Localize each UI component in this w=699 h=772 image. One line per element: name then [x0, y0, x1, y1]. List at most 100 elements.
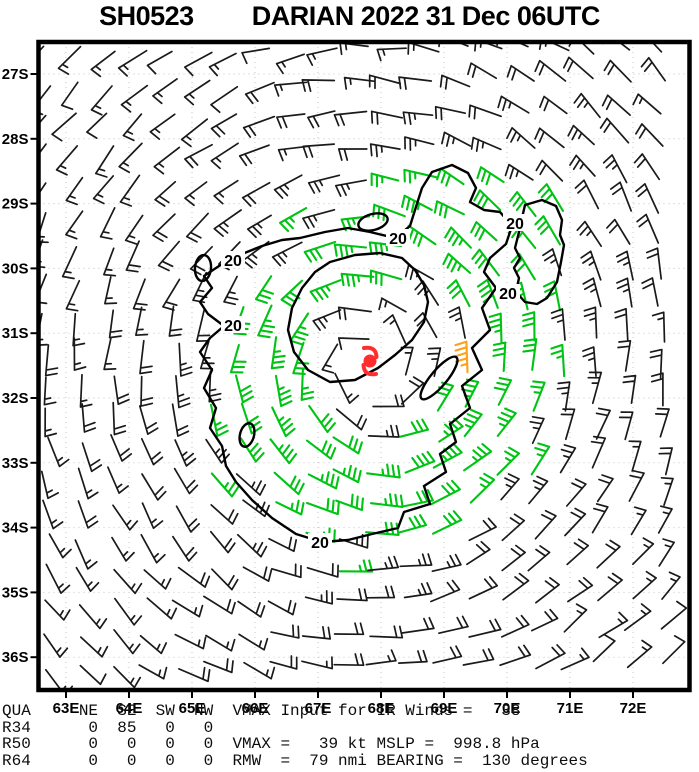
wind-barb	[636, 213, 660, 244]
wind-barb	[138, 664, 168, 680]
wind-barb	[124, 214, 144, 245]
wind-barb	[152, 213, 176, 243]
wind-barb	[633, 153, 661, 181]
wind-barb	[223, 275, 239, 306]
wind-barb	[397, 649, 428, 664]
wind-barb	[302, 143, 336, 159]
wind-barb	[573, 92, 601, 119]
wind-barb	[276, 113, 306, 129]
wind-barb	[333, 653, 365, 667]
wind-barb	[61, 246, 78, 280]
y-axis-label: 36S	[2, 649, 29, 666]
wind-barb	[598, 611, 629, 639]
wind-barb	[660, 476, 674, 507]
wind-barb	[367, 424, 400, 438]
wind-barb	[500, 614, 530, 638]
wind-barb	[234, 374, 254, 404]
wind-barb	[184, 143, 213, 169]
contour-label-bg	[503, 214, 527, 231]
wind-barb	[273, 81, 308, 97]
wind-barb	[65, 176, 84, 206]
wind-barb	[205, 634, 236, 652]
wind-barb	[337, 337, 370, 351]
stats-line-qua: QUA NE SE SW NW VMAX Input for IR Winds …	[2, 702, 521, 720]
wind-barb	[110, 434, 133, 462]
wind-barb	[602, 154, 628, 184]
wind-barb	[595, 407, 611, 440]
wind-barb	[497, 95, 530, 114]
wind-barb	[270, 336, 286, 370]
wind-barb	[171, 403, 190, 437]
wind-barb	[90, 85, 113, 116]
wind-barb	[81, 403, 97, 433]
x-axis-label: 63E	[53, 700, 80, 717]
wind-barb	[630, 506, 647, 536]
wind-barb	[339, 44, 369, 56]
wind-barb	[473, 189, 502, 212]
wind-barb	[414, 280, 440, 306]
wind-barb	[493, 376, 513, 406]
wind-barb	[372, 203, 406, 222]
contour-label: 20	[389, 231, 407, 248]
wind-barb	[337, 148, 368, 161]
wind-barb	[332, 435, 363, 455]
wind-barb	[242, 115, 276, 138]
wind-barb	[335, 493, 364, 512]
wind-barb	[506, 64, 535, 82]
wind-barb	[370, 110, 404, 125]
wind-barb	[632, 537, 655, 566]
wind-barb	[242, 240, 270, 269]
wind-barb	[651, 311, 666, 343]
wind-barb	[568, 44, 595, 55]
wind-barb	[436, 167, 465, 187]
wind-barb	[567, 576, 594, 603]
wind-barb	[399, 418, 430, 438]
wind-barb	[476, 166, 505, 186]
wind-barb	[535, 644, 566, 670]
wind-barb	[662, 635, 686, 665]
wind-barb	[468, 576, 499, 600]
wind-barb	[632, 93, 662, 115]
wind-barb	[592, 634, 616, 663]
contour-label: 20	[224, 253, 242, 270]
wind-barb	[550, 343, 566, 378]
x-axis-label: 71E	[557, 700, 584, 717]
wind-barb	[332, 464, 362, 484]
isotach-contour-island	[357, 212, 389, 232]
wind-barb	[333, 110, 368, 127]
wind-barb	[173, 467, 199, 495]
wind-barb	[40, 114, 47, 123]
wind-barb	[48, 533, 72, 559]
wind-barb	[400, 376, 425, 405]
wind-barb	[333, 622, 365, 636]
wind-barb	[582, 346, 597, 378]
wind-barb	[271, 406, 296, 438]
wind-barb	[94, 145, 115, 178]
wind-barb	[398, 76, 433, 90]
wind-barb	[146, 50, 173, 75]
wind-barb	[308, 404, 336, 434]
wind-barb	[303, 240, 337, 263]
wind-barb	[238, 144, 270, 167]
wind-barb	[180, 118, 209, 148]
wind-barb	[596, 539, 621, 569]
x-axis-label: 68E	[368, 700, 395, 717]
wind-barb	[500, 473, 520, 501]
wind-barb	[368, 74, 402, 90]
wind-barb	[587, 371, 603, 405]
wind-barb	[615, 250, 634, 281]
wind-barb	[534, 59, 567, 82]
wind-barb	[103, 247, 117, 277]
wind-barb	[92, 175, 115, 205]
wind-barb	[510, 252, 536, 281]
wind-barb	[590, 435, 607, 469]
wind-barb	[183, 51, 213, 77]
wind-barb	[177, 566, 211, 588]
wind-barb	[192, 271, 208, 304]
wind-barb	[441, 131, 472, 147]
wind-barb	[175, 505, 200, 533]
wind-barb	[195, 308, 211, 342]
wind-barb	[239, 437, 265, 463]
y-axis-label: 27S	[2, 66, 29, 83]
wind-barb	[111, 536, 135, 562]
